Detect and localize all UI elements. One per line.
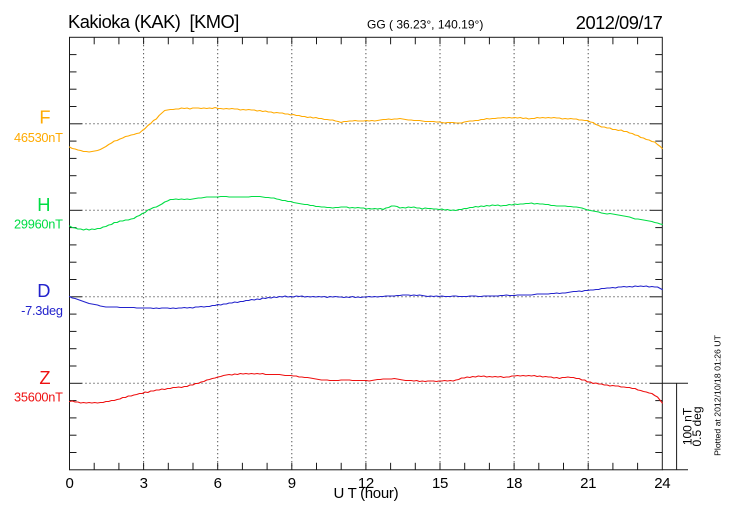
svg-text:12: 12 xyxy=(358,475,374,492)
svg-text:-7.3deg: -7.3deg xyxy=(21,303,63,318)
svg-text:18: 18 xyxy=(506,475,522,492)
svg-text:15: 15 xyxy=(432,475,448,492)
svg-text:Kakioka (KAK) [KMO]: Kakioka (KAK) [KMO] xyxy=(68,11,239,32)
svg-text:24: 24 xyxy=(654,475,670,492)
svg-text:6: 6 xyxy=(214,475,222,492)
svg-text:Plotted at 2012/10/18 01:26 UT: Plotted at 2012/10/18 01:26 UT xyxy=(712,334,722,455)
svg-text:F: F xyxy=(39,107,50,128)
svg-text:21: 21 xyxy=(580,475,596,492)
svg-text:2012/09/17: 2012/09/17 xyxy=(576,12,663,33)
svg-text:100 nT: 100 nT xyxy=(680,407,694,445)
svg-text:9: 9 xyxy=(288,475,296,492)
svg-text:3: 3 xyxy=(140,475,148,492)
svg-text:35600nT: 35600nT xyxy=(14,389,63,404)
svg-text:0: 0 xyxy=(65,475,73,492)
svg-text:Z: Z xyxy=(39,367,50,388)
svg-text:0.5 deg: 0.5 deg xyxy=(690,406,704,446)
svg-text:GG ( 36.23°, 140.19°): GG ( 36.23°, 140.19°) xyxy=(367,18,483,32)
svg-text:U T (hour): U T (hour) xyxy=(333,485,398,502)
svg-text:H: H xyxy=(37,194,50,215)
svg-text:46530nT: 46530nT xyxy=(14,130,63,145)
svg-text:29960nT: 29960nT xyxy=(14,216,63,231)
svg-text:D: D xyxy=(37,280,50,301)
